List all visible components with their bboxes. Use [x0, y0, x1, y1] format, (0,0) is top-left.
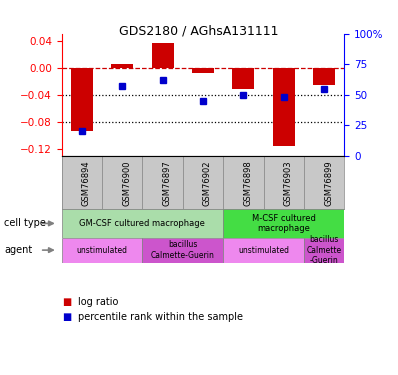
Text: bacillus
Calmette
-Guerin: bacillus Calmette -Guerin — [306, 235, 341, 265]
Text: unstimulated: unstimulated — [238, 246, 289, 255]
Bar — [313, 68, 335, 85]
Text: ■: ■ — [62, 312, 71, 322]
Text: M-CSF cultured
macrophage: M-CSF cultured macrophage — [252, 214, 316, 233]
Bar — [62, 209, 223, 238]
Text: GM-CSF cultured macrophage: GM-CSF cultured macrophage — [80, 219, 205, 228]
Bar — [62, 238, 142, 262]
Text: GSM76894: GSM76894 — [82, 160, 91, 206]
Text: agent: agent — [4, 245, 32, 255]
Text: log ratio: log ratio — [78, 297, 118, 307]
Bar — [71, 68, 93, 130]
Text: cell type: cell type — [4, 218, 46, 228]
Text: unstimulated: unstimulated — [76, 246, 127, 255]
Text: GDS2180 / AGhsA131111: GDS2180 / AGhsA131111 — [119, 24, 279, 38]
Text: ■: ■ — [62, 297, 71, 307]
Bar — [152, 42, 174, 68]
Bar — [142, 238, 223, 262]
Text: GSM76897: GSM76897 — [163, 160, 172, 206]
Text: bacillus
Calmette-Guerin: bacillus Calmette-Guerin — [151, 240, 215, 260]
Text: percentile rank within the sample: percentile rank within the sample — [78, 312, 243, 322]
Bar — [223, 238, 304, 262]
Text: GSM76900: GSM76900 — [122, 160, 131, 206]
Text: GSM76899: GSM76899 — [324, 160, 333, 206]
Text: GSM76903: GSM76903 — [284, 160, 293, 206]
Bar — [192, 68, 214, 73]
Bar — [223, 209, 344, 238]
Text: GSM76902: GSM76902 — [203, 160, 212, 206]
Bar — [304, 238, 344, 262]
Bar — [232, 68, 254, 89]
Bar — [273, 68, 295, 146]
Bar — [111, 64, 133, 67]
Text: GSM76898: GSM76898 — [243, 160, 252, 206]
